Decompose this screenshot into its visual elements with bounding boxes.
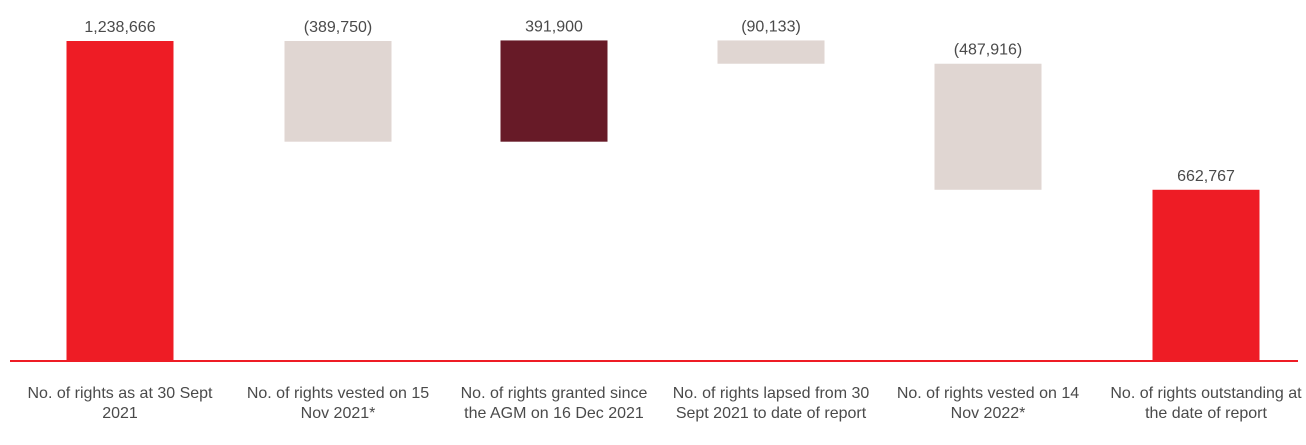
category-label-6: No. of rights outstanding at the date of… bbox=[1110, 385, 1302, 422]
category-label-4: No. of rights lapsed from 30 Sept 2021 t… bbox=[672, 385, 870, 422]
category-label-3: No. of rights granted since the AGM on 1… bbox=[460, 385, 648, 422]
value-label-5: (487,916) bbox=[954, 42, 1023, 59]
bar-6 bbox=[1152, 189, 1260, 361]
category-label-2: No. of rights vested on 15 Nov 2021* bbox=[246, 385, 430, 422]
value-label-2: (389,750) bbox=[304, 19, 373, 36]
category-label-1: No. of rights as at 30 Sept 2021 bbox=[27, 385, 213, 422]
bar-5 bbox=[934, 63, 1042, 190]
value-label-6: 662,767 bbox=[1177, 168, 1235, 185]
value-label-3: 391,900 bbox=[525, 18, 583, 35]
bar-3 bbox=[500, 40, 608, 142]
category-label-5: No. of rights vested on 14 Nov 2022* bbox=[896, 385, 1080, 422]
value-label-1: 1,238,666 bbox=[84, 19, 155, 36]
bar-4 bbox=[717, 40, 825, 64]
value-labels-group: 1,238,666 (389,750) 391,900 (90,133) (487,91… bbox=[84, 18, 1235, 184]
bars-group bbox=[66, 40, 1260, 361]
value-label-4: (90,133) bbox=[741, 18, 801, 35]
bar-2 bbox=[284, 41, 392, 142]
bar-1 bbox=[66, 41, 174, 361]
